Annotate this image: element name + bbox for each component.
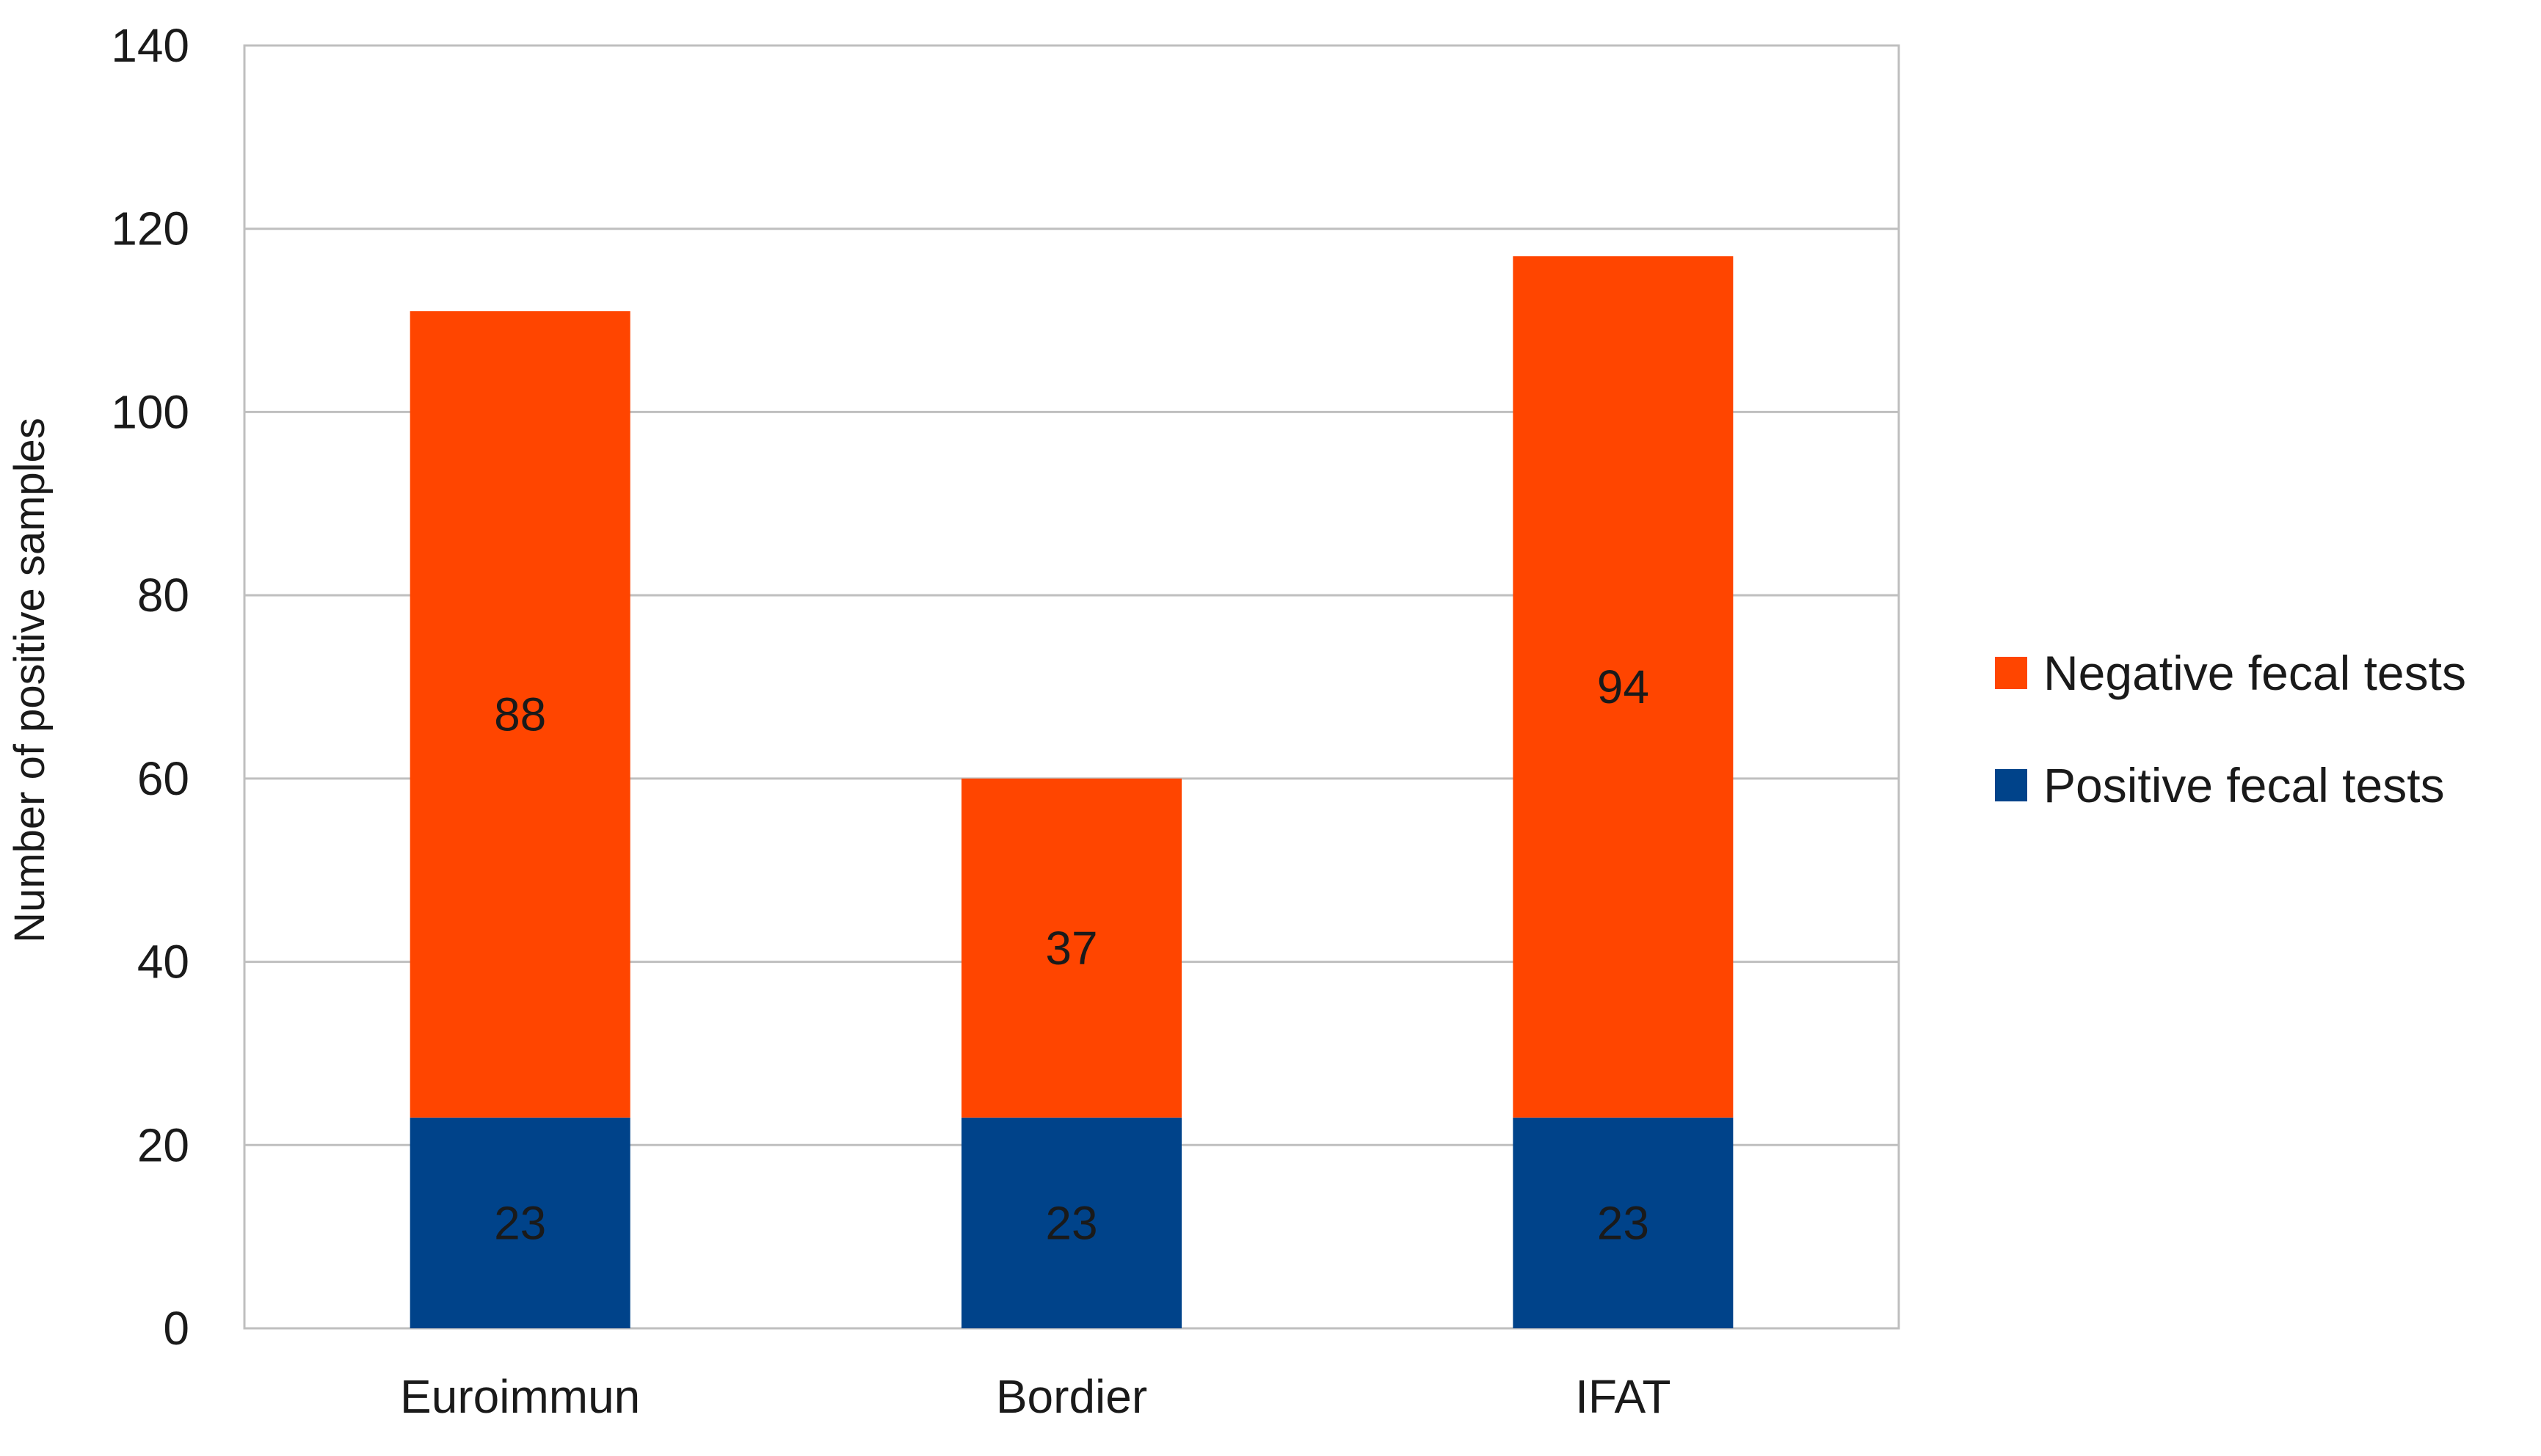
data-label: 88 [494,688,546,740]
data-label: 23 [1045,1196,1097,1249]
y-tick-label: 100 [111,385,189,438]
bar-segment [410,311,630,1118]
data-label: 23 [494,1196,546,1249]
legend: Negative fecal tests Positive fecal tests [1995,646,2466,812]
y-tick-label: 140 [111,19,189,72]
bar-segment [961,1117,1182,1328]
y-axis-title: Number of positive samples [6,418,54,943]
bar-segment [1513,1117,1734,1328]
legend-swatch [1995,657,2027,689]
y-tick-labels: 0 20 40 60 80 100 120 140 [111,19,189,1355]
y-tick-label: 60 [137,752,189,805]
x-tick-label: Bordier [996,1370,1147,1423]
legend-label: Negative fecal tests [2043,646,2466,700]
y-tick-label: 20 [137,1118,189,1171]
x-tick-label: Euroimmun [400,1370,640,1423]
data-label: 23 [1597,1196,1649,1249]
bar-segment [961,778,1182,1118]
legend-swatch [1995,769,2027,801]
bars [410,256,1734,1328]
y-tick-label: 80 [137,569,189,622]
data-labels: 23 88 23 37 23 94 [494,660,1649,1249]
y-tick-label: 0 [163,1302,189,1355]
data-label: 37 [1045,922,1097,975]
y-tick-label: 120 [111,203,189,255]
y-tick-label: 40 [137,936,189,989]
x-tick-labels: Euroimmun Bordier IFAT [400,1370,1671,1423]
bar-segment [1513,256,1734,1118]
x-tick-label: IFAT [1575,1370,1671,1423]
bar-segment [410,1117,630,1328]
legend-label: Positive fecal tests [2043,758,2445,812]
data-label: 94 [1597,660,1649,713]
